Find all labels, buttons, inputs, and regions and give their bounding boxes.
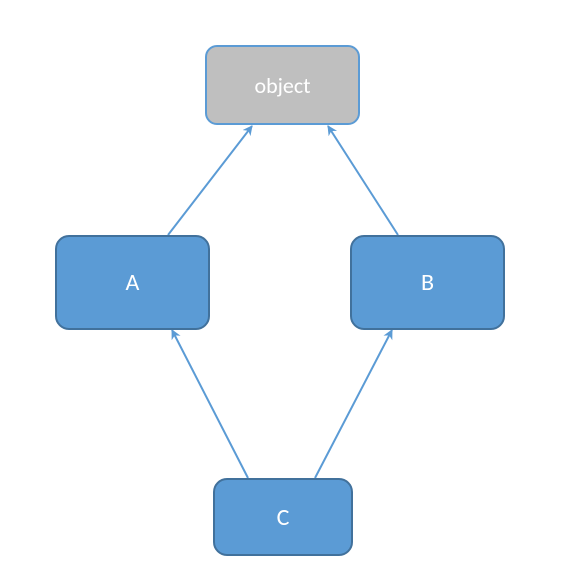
node-c: C	[213, 478, 353, 556]
node-object-label: object	[254, 72, 310, 99]
edge-A-object	[168, 126, 252, 235]
edge-B-object	[328, 126, 398, 235]
node-a: A	[55, 235, 210, 330]
edge-C-B	[315, 330, 392, 478]
edge-C-A	[172, 330, 248, 478]
diagram-canvas: object A B C	[0, 0, 575, 588]
node-object: object	[205, 45, 360, 125]
node-b: B	[350, 235, 505, 330]
node-a-label: A	[126, 268, 140, 297]
node-c-label: C	[277, 503, 290, 532]
node-b-label: B	[421, 268, 434, 297]
